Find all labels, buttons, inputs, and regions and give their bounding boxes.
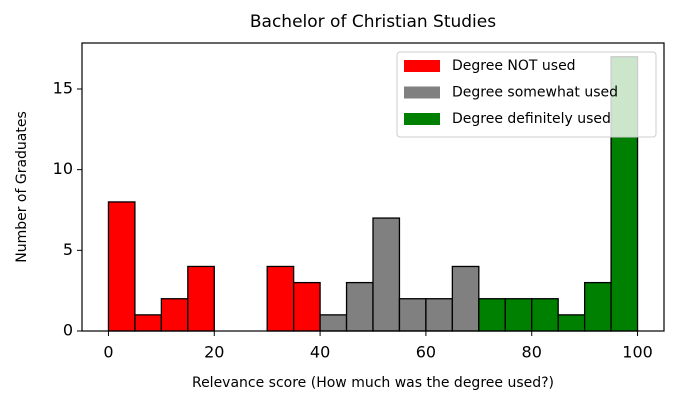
y-tick-label: 10	[53, 159, 73, 178]
legend-box	[396, 51, 657, 138]
legend-swatch	[404, 60, 440, 72]
x-tick-label: 60	[416, 343, 436, 362]
bar	[187, 265, 215, 332]
y-tick-label: 5	[63, 240, 73, 259]
bar	[425, 298, 454, 332]
y-axis-label: Number of Graduates	[14, 111, 30, 263]
bar	[583, 281, 612, 332]
y-tick-label: 0	[63, 321, 73, 340]
bar	[398, 298, 427, 332]
x-axis-label: Relevance score (How much was the degree…	[192, 375, 554, 391]
bar	[107, 201, 136, 332]
x-tick-label: 80	[522, 343, 542, 362]
legend-swatch	[404, 86, 440, 99]
x-tick-label: 100	[622, 343, 653, 362]
bar	[292, 281, 321, 332]
bar	[319, 314, 348, 332]
legend-label: Degree somewhat used	[452, 85, 618, 101]
bar	[345, 281, 374, 332]
bar	[557, 314, 586, 332]
x-tick-label: 0	[103, 343, 113, 362]
bar	[504, 298, 533, 332]
legend-label: Degree definitely used	[452, 111, 611, 127]
chart-title: Bachelor of Christian Studies	[250, 12, 496, 32]
bar	[160, 298, 189, 332]
bar	[372, 217, 401, 332]
legend-swatch	[404, 113, 440, 125]
bar	[266, 265, 295, 332]
bar	[451, 265, 480, 332]
x-tick-label: 40	[310, 343, 330, 362]
plot-frame	[81, 42, 665, 332]
y-tick-label: 15	[53, 78, 73, 97]
legend-label: Degree NOT used	[452, 58, 576, 74]
bar	[134, 314, 163, 332]
bar	[478, 298, 506, 332]
x-tick-label: 20	[204, 343, 224, 362]
bar	[531, 298, 559, 332]
